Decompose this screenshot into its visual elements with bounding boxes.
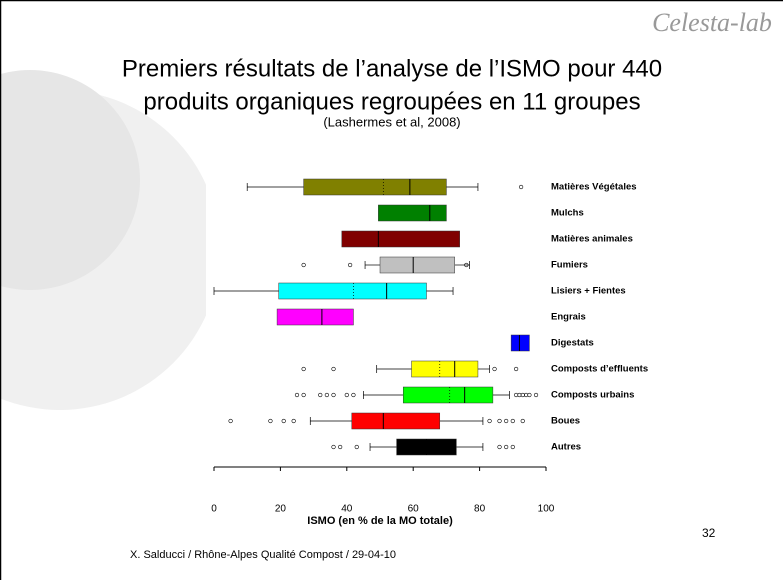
title-line: produits organiques regroupées en 11 gro… [143,88,640,115]
box [276,308,354,326]
category-label: Boues [551,416,580,427]
outlier [497,444,502,450]
box [411,360,479,378]
outlier [504,444,509,450]
x-tick-label: 100 [538,504,555,515]
category-label: Composts urbains [551,390,634,401]
outlier [527,392,532,398]
box [379,256,455,274]
logo: Celesta-lab [652,8,772,37]
outlier [301,392,306,398]
decoration [0,70,140,290]
box [510,334,530,352]
outlier [301,366,306,372]
outlier [281,418,286,424]
outlier [344,392,349,398]
category-label: Engrais [551,312,586,323]
x-tick-label: 20 [275,504,287,515]
outlier [354,444,359,450]
outlier [294,392,300,398]
outlier [514,366,519,372]
outlier [518,184,524,190]
outlier [351,392,356,398]
outlier [338,444,343,450]
x-tick-label: 0 [211,504,217,515]
category-label: Matières animales [551,234,633,245]
category-label: Fumiers [551,260,588,271]
outlier [510,444,515,450]
box [378,204,447,222]
x-tick-label: 40 [341,504,353,515]
x-tick-label: 60 [408,504,420,515]
outlier [331,366,336,372]
box [303,178,447,196]
plot-background [206,145,560,500]
title-line: Premiers résultats de l’analyse de l’ISM… [122,55,662,82]
outlier [504,418,509,424]
outlier [510,418,515,424]
outlier [268,418,273,424]
outlier [318,392,323,398]
subtitle: (Lashermes et al, 2008) [323,114,460,129]
outlier [301,262,306,268]
outlier [487,418,492,424]
outlier [533,392,539,398]
x-axis-label: ISMO (en % de la MO totale) [307,515,453,527]
category-label: Digestats [551,338,594,349]
category-label: Autres [551,442,581,453]
box [351,412,441,430]
outlier [324,392,329,398]
outlier [331,392,336,398]
box [341,230,460,248]
box [278,282,427,300]
outlier [497,418,502,424]
outlier [348,262,353,268]
category-label: Matières Végétales [551,182,637,193]
category-label: Composts d’effluents [551,364,648,375]
category-label: Mulchs [551,208,584,219]
outlier [492,366,497,372]
outlier [291,418,296,424]
outlier [520,418,525,424]
outlier [331,444,336,450]
outlier [228,418,233,424]
box [402,386,494,404]
category-label: Lisiers + Fientes [551,286,626,297]
x-tick-label: 80 [474,504,486,515]
outlier [464,262,469,268]
